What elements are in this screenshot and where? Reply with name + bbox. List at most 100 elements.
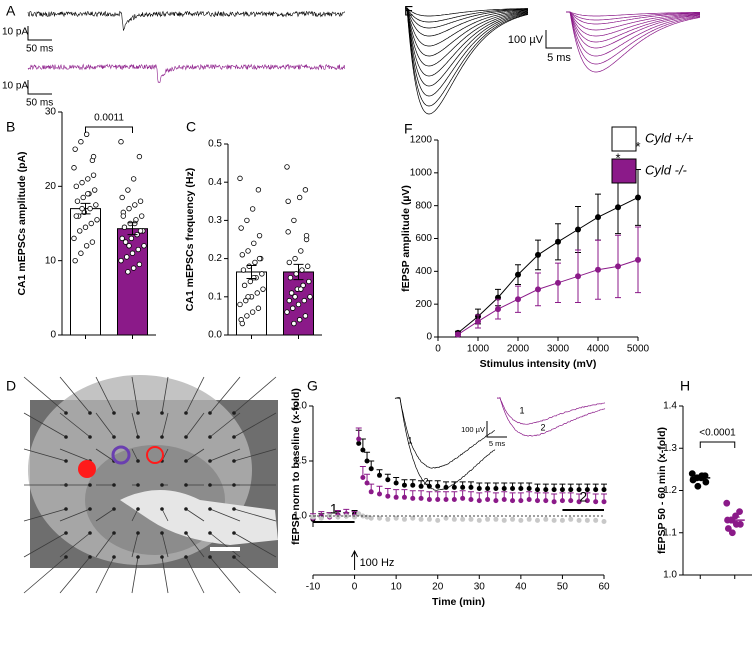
data-point	[256, 232, 263, 239]
electrode	[232, 483, 236, 487]
panel-label: C	[186, 119, 196, 135]
electrode-lead	[131, 448, 139, 462]
x-tick-label: 0	[352, 582, 358, 593]
data-point	[364, 458, 370, 464]
data-point	[90, 172, 97, 178]
data-point	[688, 470, 696, 478]
y-axis-label: CA1 mEPSCs amplitude (pA)	[16, 151, 28, 295]
data-point	[239, 252, 245, 258]
data-point	[724, 525, 732, 532]
electrode-lead	[59, 508, 91, 522]
electrode-lead	[59, 532, 91, 558]
data-point	[455, 331, 461, 338]
x-tick-label: 50	[557, 582, 569, 593]
data-point	[584, 487, 590, 493]
data-point	[249, 206, 256, 212]
data-point	[410, 495, 416, 501]
data-point	[245, 248, 251, 254]
data-point	[124, 254, 130, 260]
data-point	[129, 250, 136, 256]
electrode-lead	[95, 556, 115, 594]
p-value: <0.0001	[699, 428, 736, 439]
data-point	[635, 194, 641, 201]
electrode-lead	[131, 556, 139, 594]
data-point	[593, 487, 599, 493]
data-point	[593, 499, 599, 505]
data-point	[247, 278, 254, 285]
stimulus-arrow	[351, 549, 359, 570]
data-point	[364, 480, 370, 486]
data-point	[475, 318, 481, 325]
data-point	[385, 493, 391, 499]
significance-bracket	[85, 126, 133, 133]
fepsp-trace	[405, 7, 528, 17]
data-point	[635, 256, 641, 263]
electrode-lead	[23, 448, 67, 462]
inset-label: 1	[519, 405, 524, 415]
fepsp-trace	[566, 11, 700, 25]
data-point	[551, 487, 557, 493]
data-point	[127, 220, 133, 227]
legend-label: Cyld +/+	[645, 130, 694, 145]
data-point	[418, 495, 424, 501]
stimulus-label: 100 Hz	[360, 557, 395, 569]
data-point	[543, 498, 549, 504]
data-point	[510, 516, 516, 522]
data-point	[119, 235, 125, 242]
data-point	[285, 198, 291, 204]
data-point	[601, 487, 607, 493]
y-tick-label: 1.4	[663, 401, 677, 412]
data-point	[451, 484, 457, 490]
data-point	[401, 516, 407, 522]
electrode-lead	[23, 532, 67, 558]
data-point	[518, 486, 524, 491]
data-point	[82, 224, 89, 230]
data-point	[360, 447, 366, 453]
scale-label-x: 50 ms	[26, 98, 53, 109]
data-point	[526, 486, 532, 491]
electrode-lead	[131, 532, 139, 558]
data-point	[377, 491, 383, 497]
data-point	[385, 477, 391, 483]
electrode-lead	[95, 532, 115, 558]
electrode	[232, 435, 236, 439]
electrode-lead	[59, 448, 91, 462]
electrode-lead	[209, 376, 241, 414]
data-point	[126, 243, 132, 249]
data-point	[501, 517, 507, 523]
current-trace	[27, 63, 346, 83]
data-point	[615, 263, 621, 270]
electrode-lead	[131, 412, 139, 438]
data-point	[132, 202, 138, 208]
data-point	[252, 259, 258, 266]
y-tick-label: 2.0	[293, 401, 307, 412]
data-point	[130, 176, 137, 182]
data-point	[385, 516, 391, 522]
electrode-lead	[95, 412, 115, 438]
fepsp-trace	[566, 11, 701, 37]
fepsp-trace	[566, 11, 701, 73]
data-point	[72, 257, 78, 264]
data-point	[526, 516, 532, 522]
y-tick-label: 0.2	[208, 253, 222, 264]
x-tick-label: 5000	[627, 344, 650, 355]
y-tick-label: 600	[415, 233, 432, 244]
data-point	[335, 514, 341, 520]
data-point	[78, 139, 84, 145]
data-point	[72, 146, 78, 152]
electrode	[88, 411, 92, 415]
fepsp-trace	[405, 7, 529, 97]
data-point	[555, 279, 561, 286]
significance-bracket	[699, 441, 736, 448]
fepsp-trace	[566, 11, 701, 65]
data-point	[535, 286, 541, 293]
fepsp-trace	[566, 11, 701, 31]
y-tick-label: 0.1	[208, 291, 222, 302]
electrode	[160, 411, 164, 415]
data-point	[356, 436, 362, 442]
electrode-lead	[131, 376, 139, 414]
panel-label: D	[6, 378, 16, 394]
fepsp-trace	[566, 11, 701, 57]
data-point	[435, 517, 441, 523]
panel-label: G	[307, 378, 318, 394]
